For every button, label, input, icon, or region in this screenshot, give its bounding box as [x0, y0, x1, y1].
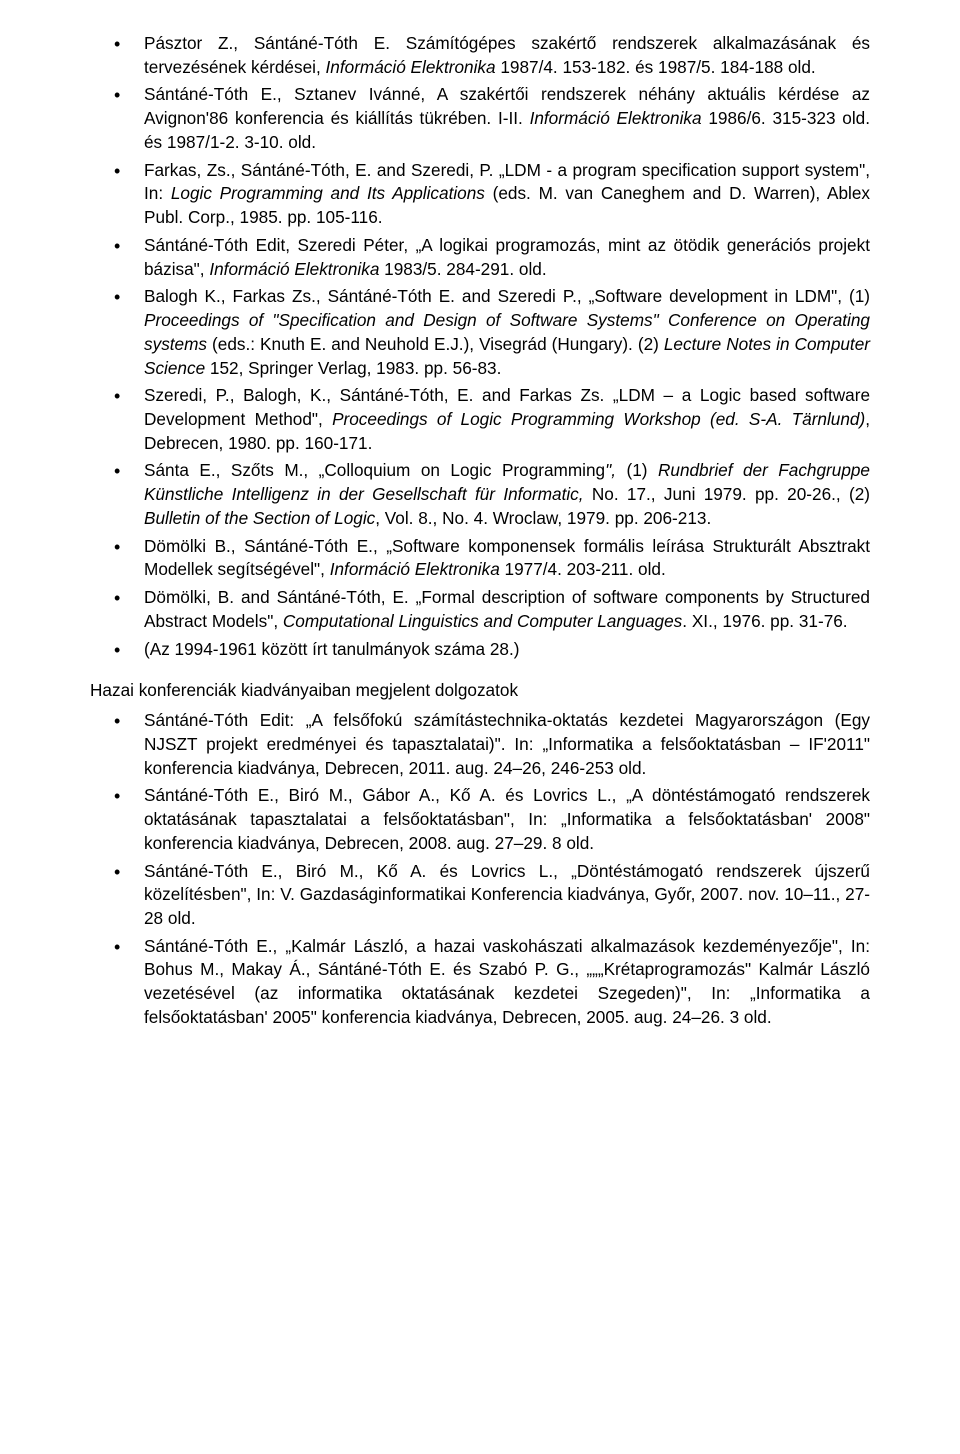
section-heading: Hazai konferenciák kiadványaiban megjele…	[90, 679, 870, 703]
reference-item: Dömölki, B. and Sántáné-Tóth, E. „Formal…	[90, 586, 870, 633]
reference-list-domestic: Sántáné-Tóth Edit: „A felsőfokú számítás…	[90, 709, 870, 1030]
reference-item: (Az 1994-1961 között írt tanulmányok szá…	[90, 638, 870, 662]
reference-item: Sántáné-Tóth E., Sztanev Ivánné, A szaké…	[90, 83, 870, 154]
reference-item: Farkas, Zs., Sántáné-Tóth, E. and Szered…	[90, 159, 870, 230]
reference-item: Sántáné-Tóth Edit: „A felsőfokú számítás…	[90, 709, 870, 780]
reference-item: Sánta E., Szőts M., „Colloquium on Logic…	[90, 459, 870, 530]
reference-list-primary: Pásztor Z., Sántáné-Tóth E. Számítógépes…	[90, 32, 870, 661]
reference-item: Sántáné-Tóth E., Biró M., Kő A. és Lovri…	[90, 860, 870, 931]
reference-item: Balogh K., Farkas Zs., Sántáné-Tóth E. a…	[90, 285, 870, 380]
reference-item: Dömölki B., Sántáné-Tóth E., „Software k…	[90, 535, 870, 582]
reference-item: Sántáné-Tóth Edit, Szeredi Péter, „A log…	[90, 234, 870, 281]
reference-item: Sántáné-Tóth E., Biró M., Gábor A., Kő A…	[90, 784, 870, 855]
reference-item: Sántáné-Tóth E., „Kalmár László, a hazai…	[90, 935, 870, 1030]
reference-item: Szeredi, P., Balogh, K., Sántáné-Tóth, E…	[90, 384, 870, 455]
reference-item: Pásztor Z., Sántáné-Tóth E. Számítógépes…	[90, 32, 870, 79]
